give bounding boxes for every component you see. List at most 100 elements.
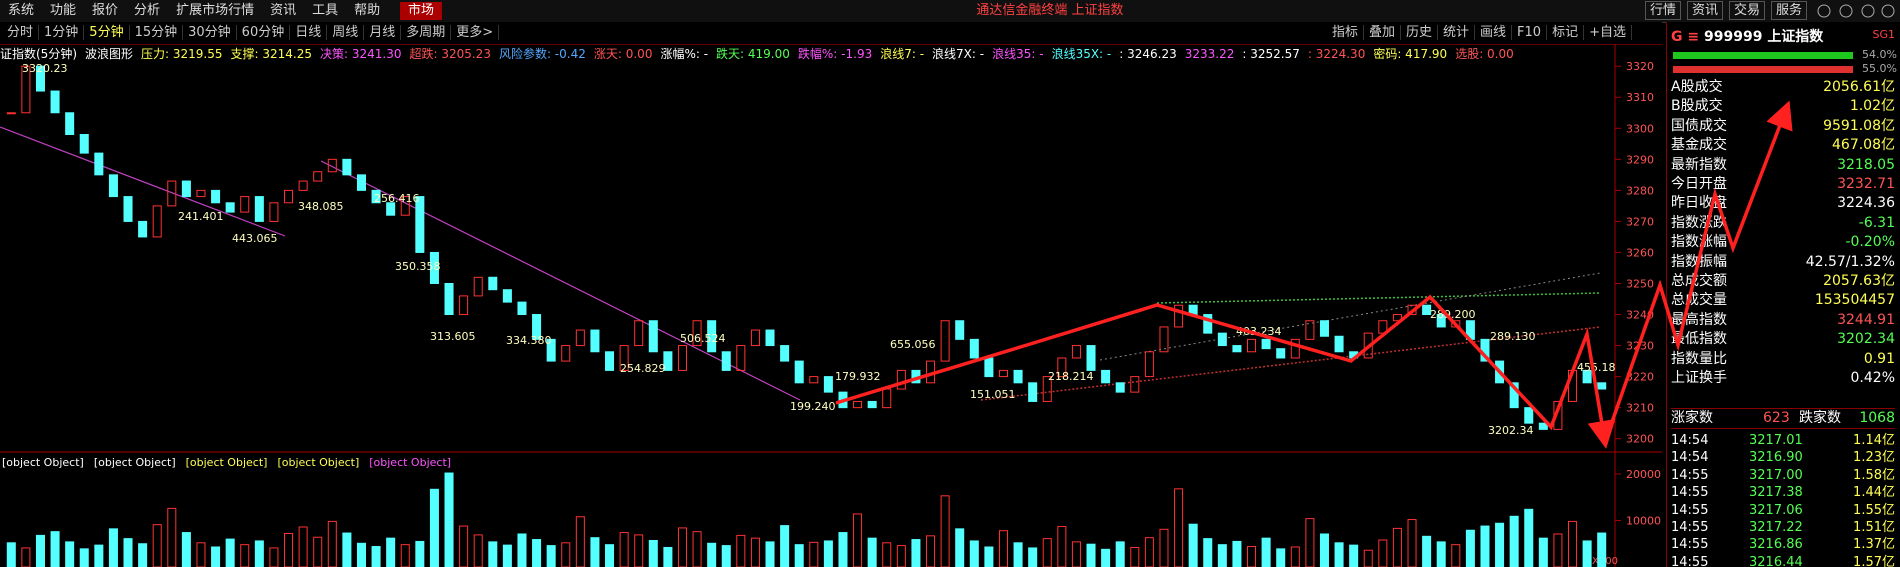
candle (998, 369, 1008, 378)
menu-item[interactable]: 报价 (92, 3, 119, 18)
window-controls[interactable] (1816, 3, 1896, 19)
candle (1028, 382, 1038, 402)
candle (313, 171, 323, 182)
wave-label: 403.234 (1236, 325, 1282, 338)
stat-row: 总成交量 153504457 (1671, 291, 1895, 310)
volume-bar (1276, 548, 1286, 567)
tool-button[interactable]: 叠加 (1363, 25, 1401, 40)
candle (736, 345, 746, 371)
candle (1553, 400, 1563, 430)
tool-button[interactable]: 历史 (1401, 25, 1439, 40)
menu-item[interactable]: 扩展市场行情 (176, 3, 255, 18)
period-bar: 分时 1分钟 5分钟 15分钟 30分钟 60分钟 日线 周线 月线 多周期 更多> 指标 叠加 历史统… (0, 22, 1662, 45)
volume-bar (1188, 523, 1198, 567)
tool-button[interactable]: 画线 (1475, 25, 1513, 40)
period-tab[interactable]: 更多> (451, 25, 500, 40)
volume-bar (1305, 518, 1315, 567)
volume-bar (736, 534, 746, 567)
menu-item[interactable]: 系统 (8, 3, 35, 18)
tool-button[interactable]: 标记 (1547, 25, 1585, 40)
volume-bar (284, 533, 294, 567)
volume-bar (1378, 539, 1388, 567)
period-tab[interactable]: 30分钟 (183, 25, 237, 40)
top-button[interactable]: 资讯 (1686, 1, 1723, 20)
volume-bar (1436, 541, 1446, 567)
volume-bar (1597, 532, 1607, 567)
period-tab[interactable]: 月线 (364, 25, 402, 40)
volume-bar (853, 513, 863, 567)
indicator-value: 浪线35: - (992, 47, 1044, 61)
candle (240, 196, 250, 213)
wave-label: 655.056 (890, 338, 936, 351)
volume-header: [object Object] (277, 456, 359, 469)
wave-label: 289.200 (1430, 308, 1476, 321)
wave-label: 256.416 (374, 192, 420, 205)
volume-bar (955, 528, 965, 567)
tool-button[interactable]: 统计 (1438, 25, 1476, 40)
volume-bar (590, 537, 600, 567)
candle (809, 376, 819, 384)
menu-item[interactable]: 分析 (134, 3, 161, 18)
market-tab[interactable]: 市场 (400, 2, 443, 20)
candle (298, 180, 308, 191)
up-count: 623 (1763, 410, 1790, 426)
period-tab[interactable]: 周线 (327, 25, 365, 40)
period-tab[interactable]: 60分钟 (236, 25, 291, 40)
period-tab[interactable]: 15分钟 (129, 25, 184, 40)
top-button[interactable]: 行情 (1644, 1, 1681, 20)
period-tab[interactable]: 分时 (2, 25, 40, 40)
volume-bar (1407, 519, 1417, 567)
y-tick-label: 3230 (1626, 340, 1654, 353)
period-tab[interactable]: 多周期 (401, 25, 452, 40)
period-tab[interactable]: 日线 (290, 25, 328, 40)
menu-item[interactable]: 工具 (312, 3, 339, 18)
wave-label: 218.214 (1048, 370, 1094, 383)
candle (356, 174, 366, 191)
volume-bar (1480, 525, 1490, 567)
candle (327, 158, 337, 173)
candle (1349, 351, 1359, 359)
candle (196, 189, 206, 198)
stat-label: 基金成交 (1671, 137, 1727, 154)
tool-button[interactable]: +自选 (1584, 25, 1632, 40)
volume-bar (298, 526, 308, 567)
menu-item[interactable]: 资讯 (270, 3, 297, 18)
candle (1480, 338, 1490, 362)
top-button[interactable]: 服务 (1770, 1, 1807, 20)
indicator-value: 超跌: 3205.23 (409, 47, 491, 61)
candle (911, 369, 921, 384)
up-label: 涨家数 (1671, 410, 1713, 426)
menu-item[interactable]: 功能 (50, 3, 77, 18)
ratio-label: 55.0% (1862, 62, 1897, 75)
volume-bar (532, 539, 542, 567)
tool-button[interactable]: 指标 (1326, 25, 1364, 40)
candle (21, 65, 31, 114)
volume-bar (35, 534, 45, 567)
wave-label: 151.051 (970, 388, 1016, 401)
stat-value: -6.31 (1858, 214, 1895, 231)
tool-button[interactable]: F10 (1512, 25, 1548, 40)
quote-code: 999999 (1703, 29, 1763, 45)
candle (138, 220, 148, 238)
quote-name: 上证指数 (1767, 29, 1824, 45)
volume-bar (1538, 537, 1548, 567)
period-tab[interactable]: 1分钟 (39, 25, 85, 40)
ratio-bar (1673, 66, 1853, 73)
candle (211, 189, 221, 204)
down-count: 1068 (1859, 410, 1895, 426)
top-buttons: 行情 资讯 交易 服务 (1642, 0, 1810, 22)
candle (167, 180, 177, 207)
indicator-value: 3233.22 (1184, 47, 1235, 61)
candle (1392, 314, 1402, 322)
period-tab[interactable]: 5分钟 (84, 25, 130, 40)
volume-bar (823, 540, 833, 567)
stat-label: 指数涨跌 (1671, 214, 1727, 231)
volume-bar (1130, 546, 1140, 567)
candle (546, 338, 556, 362)
stat-value: 42.57/1.32% (1805, 253, 1895, 270)
candle (896, 369, 906, 390)
top-button[interactable]: 交易 (1728, 1, 1765, 20)
candle (284, 189, 294, 204)
stat-row: 国债成交 9591.08亿 (1671, 117, 1895, 136)
menu-item[interactable]: 帮助 (354, 3, 381, 18)
